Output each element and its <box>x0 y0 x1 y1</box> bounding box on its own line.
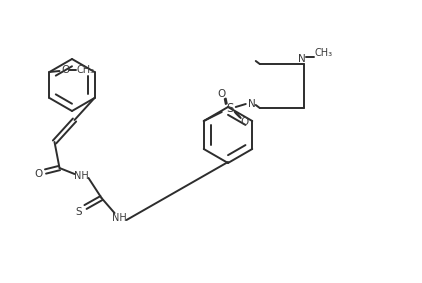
Text: S: S <box>226 102 233 115</box>
Text: CH₃: CH₃ <box>76 65 95 75</box>
Text: NH: NH <box>74 171 89 181</box>
Text: NH: NH <box>112 213 127 223</box>
Text: O: O <box>34 169 43 179</box>
Text: O: O <box>241 117 249 127</box>
Text: S: S <box>75 207 82 217</box>
Text: O: O <box>218 89 226 99</box>
Text: CH₃: CH₃ <box>315 48 333 58</box>
Text: O: O <box>61 65 70 75</box>
Text: N: N <box>298 54 306 64</box>
Text: N: N <box>248 99 256 109</box>
